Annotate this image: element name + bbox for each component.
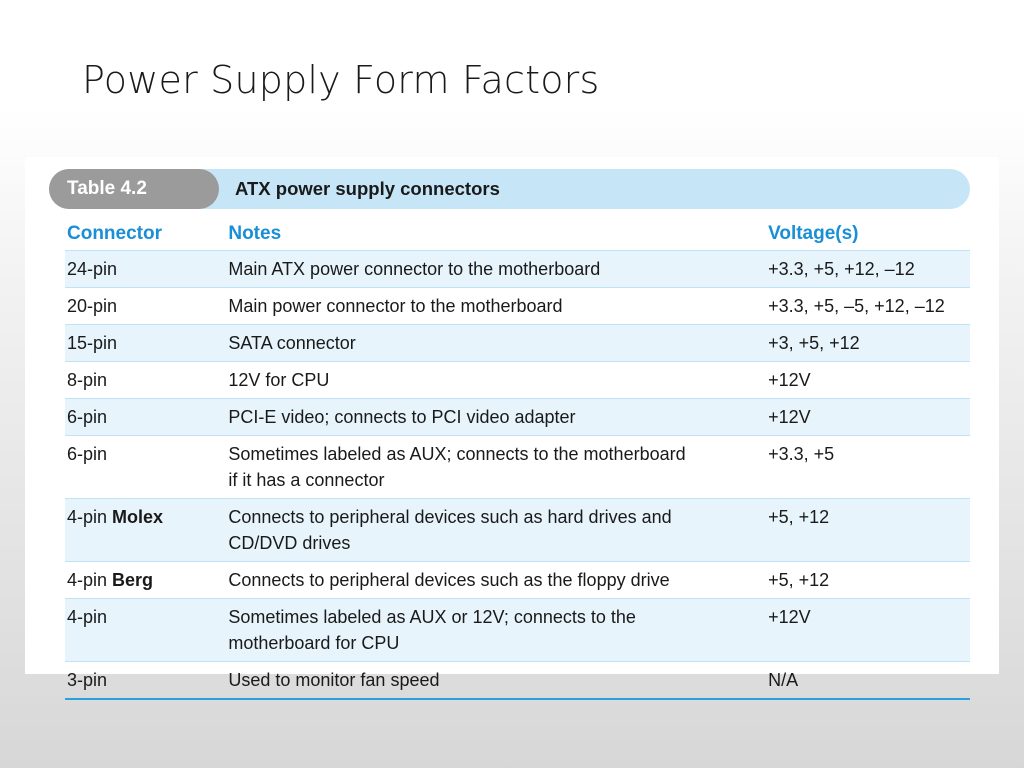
connector-text: 6-pin [67, 444, 108, 464]
connector-text: 8-pin [67, 370, 108, 390]
voltage-cell: +5, +12 [766, 498, 970, 562]
notes-text: Sometimes labeled as AUX; connects to th… [228, 444, 686, 464]
voltage-cell: +5, +12 [766, 561, 970, 599]
voltage-cell: +3, +5, +12 [766, 324, 970, 362]
connector-text: 15-pin [67, 333, 118, 353]
connector-cell: 8-pin [65, 361, 227, 399]
notes-cell: Main ATX power connector to the motherbo… [226, 250, 767, 288]
connector-cell: 4-pin Berg [65, 561, 227, 599]
notes-text: Connects to peripheral devices such as t… [228, 570, 670, 590]
table-row: 24-pin Main ATX power connector to the mo… [65, 250, 970, 288]
table-row: 4-pin Berg Connects to peripheral devices… [65, 561, 970, 599]
notes-cell: PCI-E video; connects to PCI video adapt… [226, 398, 767, 436]
notes-cell: 12V for CPU [226, 361, 767, 399]
notes-cell: Sometimes labeled as AUX; connects to th… [226, 435, 767, 499]
notes-text: PCI-E video; connects to PCI video adapt… [228, 407, 576, 427]
connector-text: 6-pin [67, 407, 108, 427]
connector-cell: 6-pin [65, 398, 227, 436]
voltage-cell: +3.3, +5, +12, –12 [766, 250, 970, 288]
notes-text: Connects to peripheral devices such as h… [228, 507, 672, 527]
connector-cell: 15-pin [65, 324, 227, 362]
notes-cell: Main power connector to the motherboard [226, 287, 767, 325]
voltage-cell: +3.3, +5 [766, 435, 970, 499]
notes-cell: SATA connector [226, 324, 767, 362]
notes-text: Main ATX power connector to the motherbo… [228, 259, 601, 279]
connector-cell: 6-pin [65, 435, 227, 499]
connector-cell: 3-pin [65, 661, 227, 700]
connector-cell: 24-pin [65, 250, 227, 288]
connector-cell: 20-pin [65, 287, 227, 325]
notes-text: Main power connector to the motherboard [228, 296, 563, 316]
notes-cell: Sometimes labeled as AUX or 12V; connect… [226, 598, 767, 662]
table-caption: ATX power supply connectors [235, 178, 500, 199]
notes-cell: Connects to peripheral devices such as t… [226, 561, 767, 599]
connector-cell: 4-pin Molex [65, 498, 227, 562]
connector-text: 4-pin [67, 507, 113, 527]
table-row: 3-pin Used to monitor fan speed N/A [65, 661, 970, 700]
table-row: 20-pin Main power connector to the mother… [65, 287, 970, 325]
table-body: 24-pin Main ATX power connector to the mo… [65, 250, 970, 700]
voltage-cell: N/A [766, 661, 970, 700]
notes-cell: Connects to peripheral devices such as h… [226, 498, 767, 562]
notes-text-continued: if it has a connector [228, 470, 385, 490]
notes-text-continued: motherboard for CPU [228, 633, 400, 653]
notes-text-continued: CD/DVD drives [228, 533, 351, 553]
connector-text: 24-pin [67, 259, 118, 279]
table-row: 6-pin Sometimes labeled as AUX; connects … [65, 435, 970, 499]
connector-text: 20-pin [67, 296, 118, 316]
voltage-cell: +12V [766, 361, 970, 399]
table-row: 4-pin Sometimes labeled as AUX or 12V; co… [65, 598, 970, 662]
connector-text: 4-pin [67, 607, 108, 627]
table-row: 4-pin Molex Connects to peripheral device… [65, 498, 970, 562]
voltage-cell: +12V [766, 598, 970, 662]
column-header-connector: Connector [67, 222, 162, 244]
notes-text: 12V for CPU [228, 370, 330, 390]
connector-cell: 4-pin [65, 598, 227, 662]
table-caption-bar: Table 4.2 ATX power supply connectors [49, 169, 970, 209]
connectors-table: Connector Notes Voltage(s) 24-pin Main AT… [65, 217, 970, 700]
table-header-row: Connector Notes Voltage(s) [65, 217, 970, 251]
slide-title: Power Supply Form Factors [82, 58, 600, 102]
column-header-notes: Notes [228, 222, 282, 244]
connector-text: 4-pin [67, 570, 113, 590]
column-header-voltage: Voltage(s) [768, 222, 859, 244]
notes-text: Used to monitor fan speed [228, 670, 440, 690]
connector-text: 3-pin [67, 670, 108, 690]
connector-type-text: Berg [112, 570, 154, 590]
table-figure: Table 4.2 ATX power supply connectors Co… [25, 157, 999, 700]
notes-text: SATA connector [228, 333, 356, 353]
table-number-label: Table 4.2 [49, 169, 194, 209]
table-row: 6-pin PCI-E video; connects to PCI video … [65, 398, 970, 436]
table-row: 15-pin SATA connector +3, +5, +12 [65, 324, 970, 362]
notes-cell: Used to monitor fan speed [226, 661, 767, 700]
notes-text: Sometimes labeled as AUX or 12V; connect… [228, 607, 636, 627]
voltage-cell: +3.3, +5, –5, +12, –12 [766, 287, 970, 325]
connector-type-text: Molex [112, 507, 164, 527]
table-row: 8-pin 12V for CPU +12V [65, 361, 970, 399]
voltage-cell: +12V [766, 398, 970, 436]
